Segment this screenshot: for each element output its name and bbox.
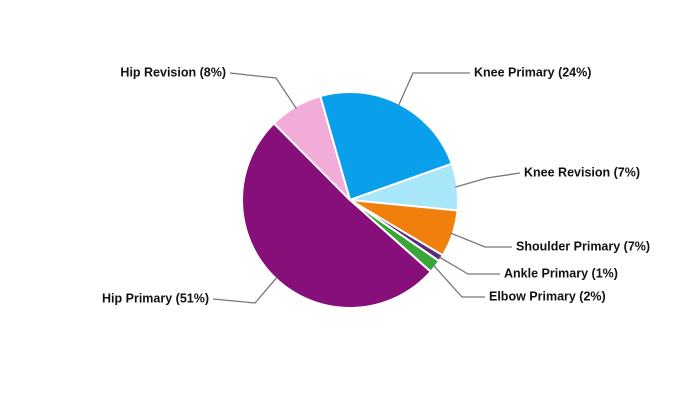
slice-label: Ankle Primary (1%) <box>504 266 618 280</box>
leader-line <box>229 72 297 109</box>
slice-label: Shoulder Primary (7%) <box>516 239 650 253</box>
slice-label: Knee Primary (24%) <box>474 65 591 79</box>
slice-label: Elbow Primary (2%) <box>489 289 606 303</box>
leader-line <box>397 72 470 106</box>
slice-label: Knee Revision (7%) <box>524 165 640 179</box>
leader-line <box>450 232 512 248</box>
leader-line <box>433 264 485 298</box>
leader-line <box>438 256 500 275</box>
leader-line <box>455 172 521 188</box>
slice-label: Hip Revision (8%) <box>120 65 226 79</box>
slice-label: Hip Primary (51%) <box>102 291 209 305</box>
leader-line <box>212 276 278 304</box>
